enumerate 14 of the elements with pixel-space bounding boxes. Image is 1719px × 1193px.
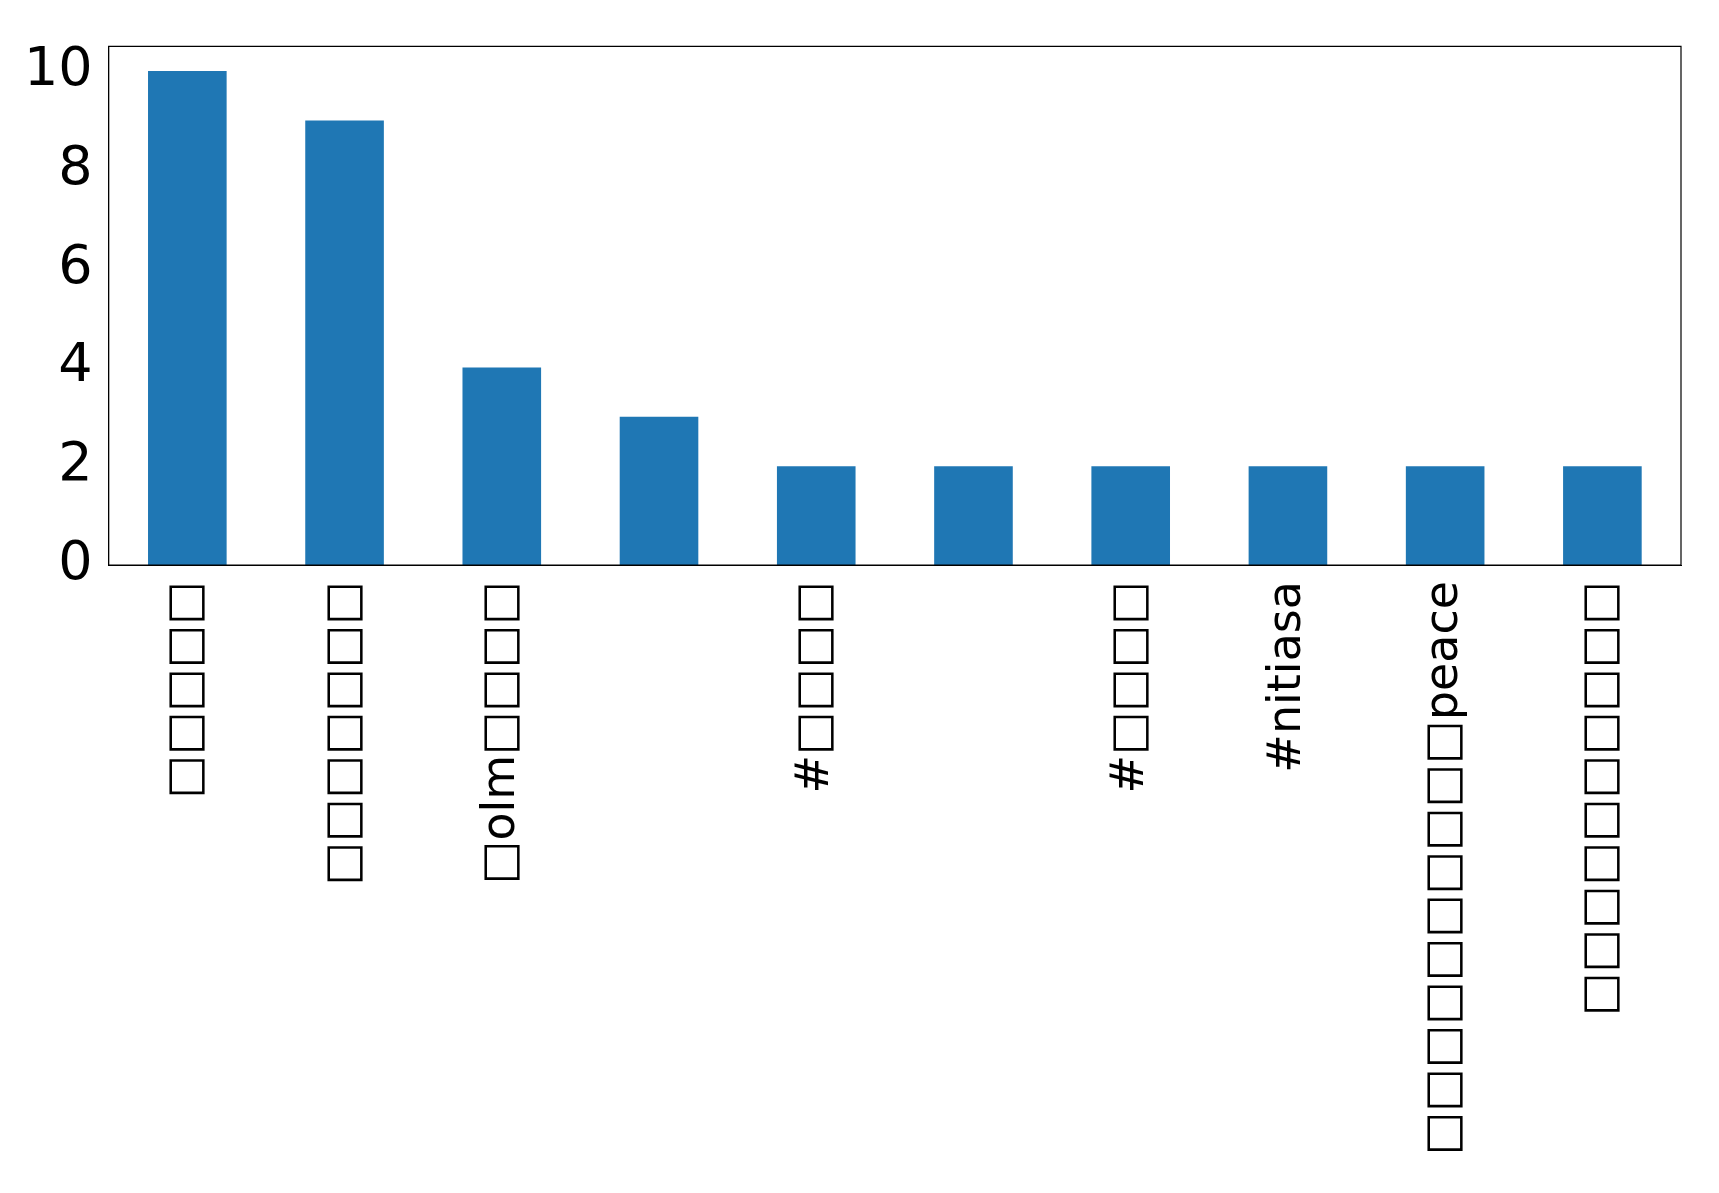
y-tick-label: 6 xyxy=(58,232,93,296)
y-tick-label: 2 xyxy=(58,430,93,494)
x-tick-label: □olm□□□□ xyxy=(470,581,525,885)
x-tick-label: #nitiasa xyxy=(1256,581,1311,773)
y-tick-label: 0 xyxy=(58,529,93,593)
x-tick-label: #□□□□ xyxy=(1099,581,1154,794)
y-tick-label: 4 xyxy=(58,331,93,395)
y-tick-label: 10 xyxy=(23,35,93,99)
x-tick-label: □□□□□□□□□□peace xyxy=(1414,581,1469,1155)
x-tick-label: □□□□□ xyxy=(156,581,211,799)
x-tick-label: □□□□□□□ xyxy=(313,581,368,886)
x-tick-label: #□□□□ xyxy=(785,581,840,794)
x-tick-label: □□□□□□□□□□ xyxy=(1571,581,1626,1016)
y-tick-label: 8 xyxy=(58,133,93,197)
